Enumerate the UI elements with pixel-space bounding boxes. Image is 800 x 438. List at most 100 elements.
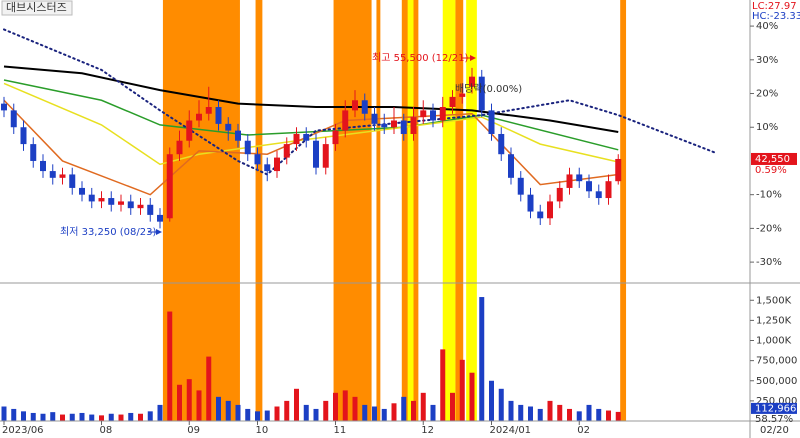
volume-bar <box>401 396 407 421</box>
volume-bar <box>381 408 387 421</box>
volume-bar <box>469 372 475 421</box>
volume-bar <box>216 396 221 421</box>
volume-bar <box>284 400 290 421</box>
candle-body <box>166 154 173 219</box>
volume-bar <box>50 412 56 421</box>
volume-label-box <box>751 402 797 414</box>
x-tick-label: 11 <box>334 425 347 436</box>
candle-body <box>186 120 193 141</box>
chart-title: 대브시스터즈 <box>6 1 67 14</box>
volume-bar <box>518 404 524 421</box>
x-tick-label: 2024/01 <box>490 425 532 436</box>
volume-bar <box>586 404 592 421</box>
x-tick-label: 10 <box>256 425 269 436</box>
volume-bar <box>40 413 46 421</box>
plot <box>1 28 717 421</box>
candle-body <box>449 96 456 108</box>
candle-body <box>254 154 261 165</box>
volume-bar <box>567 408 572 421</box>
arrow-head <box>156 229 162 235</box>
x-tick-label: 2023/06 <box>2 425 44 436</box>
candle-body <box>381 123 388 128</box>
candle-body <box>79 187 85 195</box>
highlight-band <box>407 0 414 421</box>
hc-label: HC:-23.33 <box>752 11 800 22</box>
volume-bar <box>118 414 124 421</box>
candle-body <box>517 177 524 195</box>
candle-body <box>371 113 378 124</box>
volume-bar <box>528 406 533 421</box>
title-box <box>1 0 73 16</box>
volume-bar <box>557 404 563 421</box>
y-tick-label: 1,000K <box>756 336 792 347</box>
candle-body <box>361 100 368 114</box>
candle-body <box>108 198 115 205</box>
candle-body <box>391 120 397 128</box>
volume-bar <box>264 410 270 421</box>
candle-body <box>59 174 66 178</box>
volume-bar <box>576 411 582 421</box>
candle-body <box>332 130 339 145</box>
date-label: 02/20 <box>760 425 789 436</box>
volume-bar <box>303 404 309 421</box>
volume-bar <box>294 388 299 421</box>
candle-body <box>264 164 271 172</box>
bands <box>162 0 627 421</box>
candle-body <box>313 140 319 168</box>
volume-bar <box>606 410 611 421</box>
candle-body <box>196 113 202 121</box>
volume-bar <box>128 412 134 421</box>
candle-body <box>215 107 222 124</box>
highlight-band <box>376 0 381 421</box>
volume-bar <box>411 400 416 421</box>
candle-body <box>527 194 534 212</box>
y-tick-label: 40% <box>756 21 778 32</box>
volume-bar <box>323 400 329 421</box>
candle-body <box>430 110 436 121</box>
candle-body <box>127 201 134 209</box>
volume-bar <box>274 406 280 421</box>
candle-body <box>342 110 349 131</box>
volume-bar <box>352 396 358 421</box>
volume-bar <box>420 392 426 421</box>
candle-body <box>508 154 514 178</box>
y-tick-label: 250,000 <box>756 396 797 407</box>
highlight-band <box>333 0 372 421</box>
x-tick-label: 02 <box>577 425 590 436</box>
candle-body <box>352 100 358 111</box>
volume-bar <box>167 311 173 421</box>
arrow-head <box>470 55 476 61</box>
x-tick-label: 12 <box>421 425 434 436</box>
candle-body <box>176 140 183 155</box>
volume-bar <box>99 415 104 421</box>
candle-body <box>615 158 622 182</box>
volume-bar <box>147 411 153 421</box>
x-tick-label: 08 <box>100 425 113 436</box>
candle-body <box>118 201 124 205</box>
highlight-band <box>162 0 240 421</box>
volume-bar <box>138 413 143 421</box>
candle-body <box>40 160 46 172</box>
volume-label: 112,966 <box>755 403 796 414</box>
highlight-band <box>466 0 477 421</box>
volume-bar <box>21 411 26 421</box>
candle-body <box>459 93 466 97</box>
price-label-box <box>751 152 797 165</box>
y-tick-label: 20% <box>756 89 778 100</box>
volume-bar <box>69 413 75 421</box>
candle-body <box>322 144 329 168</box>
candle-body <box>157 214 163 222</box>
indicator-line <box>3 99 619 196</box>
volume-bar <box>537 408 543 421</box>
volume-bar <box>177 384 182 421</box>
candle-body <box>605 181 612 199</box>
candle-body <box>439 107 446 121</box>
candle-body <box>283 144 290 158</box>
highlight-band <box>620 0 627 421</box>
candle-body <box>566 174 573 188</box>
volume-bar <box>1 406 7 421</box>
volume-bar <box>186 379 192 421</box>
volume-bar <box>30 412 36 421</box>
candle-body <box>147 204 154 215</box>
